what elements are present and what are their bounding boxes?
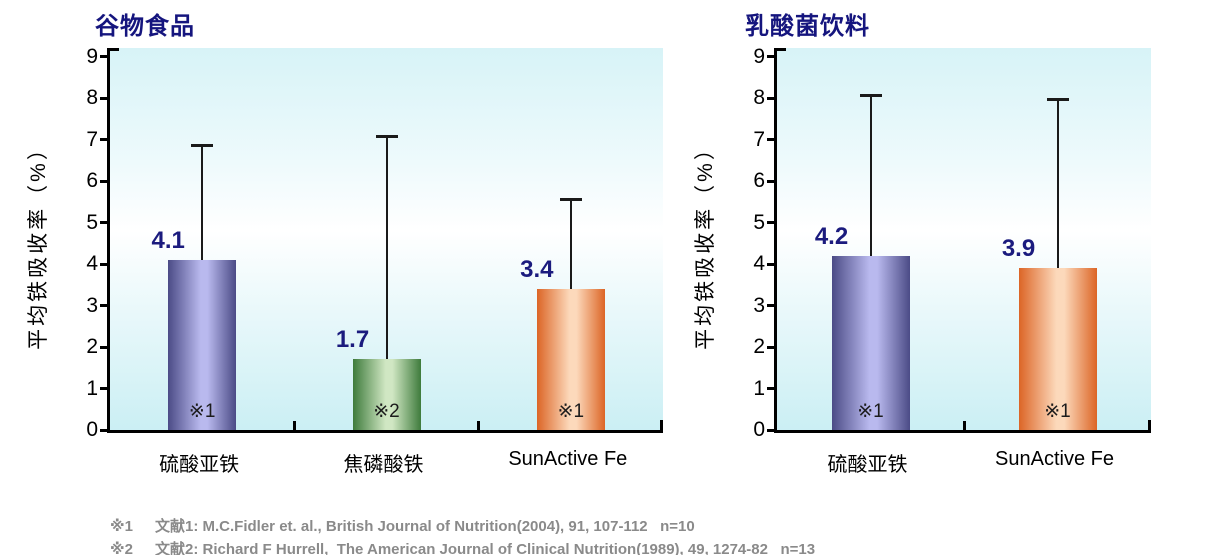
bar-value-label: 3.9 [1001,235,1036,263]
footnote-2: ※2 文献2: Richard F Hurrell, The American J… [85,521,815,555]
y-tick [100,221,108,224]
bar [352,359,421,430]
y-tick-label: 5 [753,210,765,234]
bar-value-label: 1.7 [335,326,370,354]
error-bar-cap [375,135,398,139]
footnote-1: ※1 文献1: M.C.Fidler et. al., British Journ… [85,498,695,553]
bar [168,259,237,430]
footnote-1-marker: ※1 [110,518,133,535]
footnote-1-text: 文献1: M.C.Fidler et. al., British Journal… [155,518,695,535]
y-axis-top-cap [110,48,119,51]
bar-note-label: ※2 [373,401,400,422]
bar-note-label: ※1 [557,401,585,422]
y-tick [767,55,775,58]
error-bar-line [201,143,204,260]
y-tick-label: 3 [753,293,765,317]
y-tick-label: 9 [753,44,765,68]
y-tick-label: 2 [753,335,765,358]
bar [536,288,605,430]
error-bar-cap [191,143,214,147]
error-bar-cap [559,197,582,201]
y-tick [100,304,108,307]
x-boundary-tick [477,421,481,430]
y-tick [100,179,108,183]
bar-value-label: 4.1 [151,226,185,254]
y-tick [100,345,108,349]
y-tick-label: 8 [86,86,98,109]
x-axis-end-cap [660,420,663,430]
error-bar-line [869,93,872,256]
x-category-label: 硫酸亚铁 [827,454,908,476]
y-tick-label: 1 [86,376,98,400]
lactic-y-axis-label: 平均铁吸收率（%） [694,136,717,350]
y-tick [100,55,108,58]
lactic-plot-area: 0 1 2 3 4 5 6 7 8 9 4.2 ※1 3.9 ※1 [753,45,1151,441]
y-tick [767,345,775,349]
cereal-chart-title: 谷物食品 [95,13,195,40]
error-bar-line [1056,98,1059,269]
bar-note-label: ※1 [857,401,884,422]
error-bar-line [569,197,572,289]
y-tick [767,304,775,307]
x-category-label: SunActive Fe [508,448,628,470]
y-tick-label: 7 [86,127,98,151]
error-bar-cap [859,93,882,97]
y-tick [767,428,775,432]
bar-note-label: ※1 [188,401,216,422]
y-tick [100,387,108,390]
y-tick [767,96,775,100]
bar [1018,268,1097,430]
y-tick-label: 0 [753,418,765,441]
y-tick [767,221,775,224]
y-tick [767,179,775,183]
cereal-y-axis-label: 平均铁吸收率（%） [27,136,50,350]
x-boundary-tick [962,421,966,430]
bar-value-label: 3.4 [520,255,554,283]
error-bar-cap [1046,98,1069,101]
error-bar-line [385,135,388,360]
y-tick-label: 8 [753,86,765,109]
lactic-chart-title: 乳酸菌饮料 [745,13,870,40]
y-tick-label: 4 [86,252,98,275]
bar-note-label: ※1 [1044,401,1071,422]
y-tick [100,138,108,141]
y-tick-label: 4 [753,252,765,275]
y-tick [767,262,775,266]
y-tick-label: 3 [86,293,98,317]
y-tick-label: 5 [86,210,98,234]
y-tick [100,262,108,266]
cereal-plot-area: 0 1 2 3 4 5 6 7 8 9 4.1 ※1 1.7 ※2 3.4 ※1 [86,45,663,441]
footnote-2-text: 文献2: Richard F Hurrell, The American Jou… [155,541,816,555]
y-tick [100,96,108,100]
x-boundary-tick [292,421,296,430]
y-tick-label: 0 [86,418,98,441]
y-axis-top-cap [777,48,786,51]
y-tick [767,387,775,390]
x-category-label: 硫酸亚铁 [159,454,240,476]
x-category-label: 焦磷酸铁 [343,454,424,476]
bar-value-label: 4.2 [814,222,849,250]
x-axis-end-cap [1148,420,1151,430]
y-tick-label: 7 [753,127,765,151]
bar [831,255,910,430]
y-tick-label: 6 [753,169,765,192]
y-tick-label: 1 [753,376,765,400]
y-tick-label: 2 [86,335,98,358]
x-category-label: SunActive Fe [995,448,1114,470]
footnote-2-marker: ※2 [110,541,133,555]
y-tick [767,138,775,141]
y-tick [100,428,108,432]
y-tick-label: 6 [86,169,98,192]
y-tick-label: 9 [86,44,98,68]
